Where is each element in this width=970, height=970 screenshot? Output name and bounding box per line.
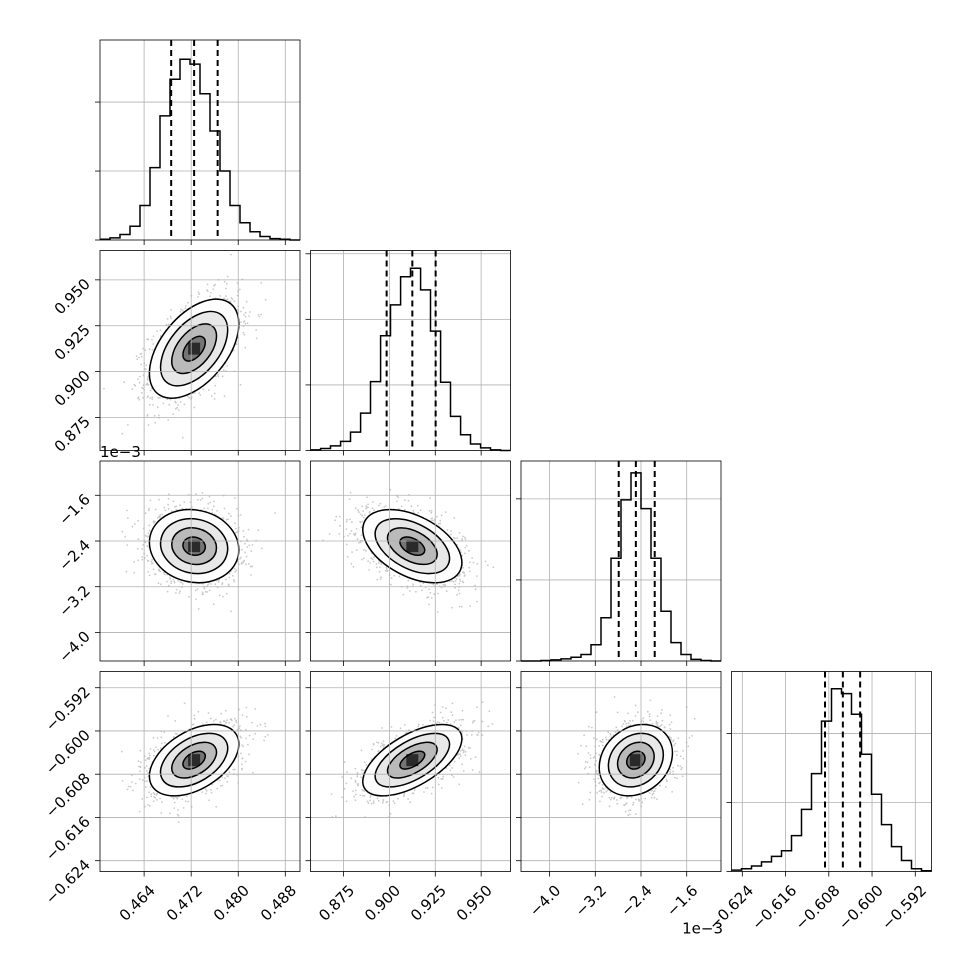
- pair-frame: [310, 460, 511, 662]
- x-offset-label: 1e−3: [682, 920, 723, 938]
- contour-level-2: [386, 527, 438, 566]
- x-tick-label: −0.608: [792, 882, 844, 934]
- x-tick-label: 0.472: [163, 882, 206, 925]
- y-tick-label: −2.4: [55, 536, 93, 574]
- pair-frame: [99, 250, 301, 451]
- x-tick-label: −2.4: [617, 882, 655, 920]
- histogram-step-1: [100, 58, 300, 241]
- contour-level-3: [374, 517, 451, 575]
- x-tick-label: −0.600: [835, 882, 887, 934]
- pair-panel-1-4: [121, 702, 269, 823]
- x-tick-label: −0.592: [878, 882, 930, 934]
- pair-frame: [520, 671, 722, 872]
- y-tick-label: 0.950: [51, 275, 94, 318]
- pair-panel-1-2: [103, 253, 267, 439]
- density-core: [188, 342, 201, 355]
- histogram-panel-2: [310, 250, 511, 451]
- x-tick-label: 0.488: [257, 882, 300, 925]
- y-tick-label: 0.925: [51, 321, 94, 364]
- x-tick-label: 0.875: [315, 882, 358, 925]
- contour-level-4: [362, 723, 463, 797]
- contour-level-3: [159, 732, 229, 788]
- contour-level-1: [182, 536, 207, 557]
- density-core: [406, 754, 419, 767]
- histogram-panel-3: [520, 460, 722, 662]
- histogram-panel-4: [731, 671, 932, 872]
- y-tick-label: −0.600: [42, 726, 94, 778]
- x-tick-label: 0.464: [116, 882, 159, 925]
- y-tick-label: 0.875: [51, 413, 94, 456]
- pair-frame: [310, 671, 511, 872]
- contour-level-3: [374, 732, 451, 788]
- x-tick-label: −0.616: [748, 882, 800, 934]
- y-tick-label: −0.592: [42, 683, 94, 735]
- y-tick-label: −3.2: [55, 582, 93, 620]
- contour-level-4: [598, 723, 674, 797]
- pair-frame: [99, 460, 301, 662]
- y-tick-label: −4.0: [55, 628, 93, 666]
- contour-level-3: [159, 310, 229, 387]
- contour-level-4: [148, 723, 240, 797]
- x-tick-label: −4.0: [526, 882, 564, 920]
- pair-panel-2-3: [322, 488, 495, 613]
- histogram-step-3: [521, 472, 721, 662]
- contour-level-1: [399, 750, 426, 770]
- x-tick-label: 0.480: [210, 882, 253, 925]
- pair-panel-2-4: [330, 701, 494, 818]
- contour-level-4: [148, 298, 240, 399]
- pair-panel-1-3: [121, 491, 277, 613]
- density-core: [406, 540, 419, 553]
- histogram-panel-1: [99, 39, 301, 241]
- contour-level-3: [607, 732, 665, 788]
- y-tick-label: −0.608: [42, 769, 94, 821]
- y-tick-label: −1.6: [55, 490, 93, 528]
- y-offset-label: 1e−3: [100, 443, 141, 461]
- density-core: [188, 754, 201, 767]
- x-tick-label: −1.6: [663, 882, 701, 920]
- y-tick-label: −0.616: [42, 813, 94, 865]
- contour-level-1: [182, 750, 207, 770]
- contour-level-3: [159, 517, 229, 575]
- x-tick-label: 0.925: [407, 882, 450, 925]
- contour-level-4: [362, 508, 463, 584]
- x-tick-label: 0.950: [453, 882, 496, 925]
- pair-frame: [99, 671, 301, 872]
- contour-level-2: [171, 741, 218, 779]
- y-tick-label: 0.900: [51, 367, 94, 410]
- contour-level-2: [171, 323, 218, 375]
- pair-panel-3-4: [577, 696, 696, 817]
- histogram-step-2: [310, 267, 511, 452]
- y-tick-label: −0.624: [42, 856, 94, 908]
- x-tick-label: −3.2: [572, 882, 610, 920]
- x-tick-label: 0.900: [361, 882, 404, 925]
- density-core: [629, 754, 642, 767]
- contour-level-1: [182, 335, 207, 362]
- contour-level-1: [399, 536, 426, 557]
- histogram-step-4: [731, 687, 932, 872]
- density-core: [188, 540, 201, 553]
- contour-level-2: [616, 741, 655, 779]
